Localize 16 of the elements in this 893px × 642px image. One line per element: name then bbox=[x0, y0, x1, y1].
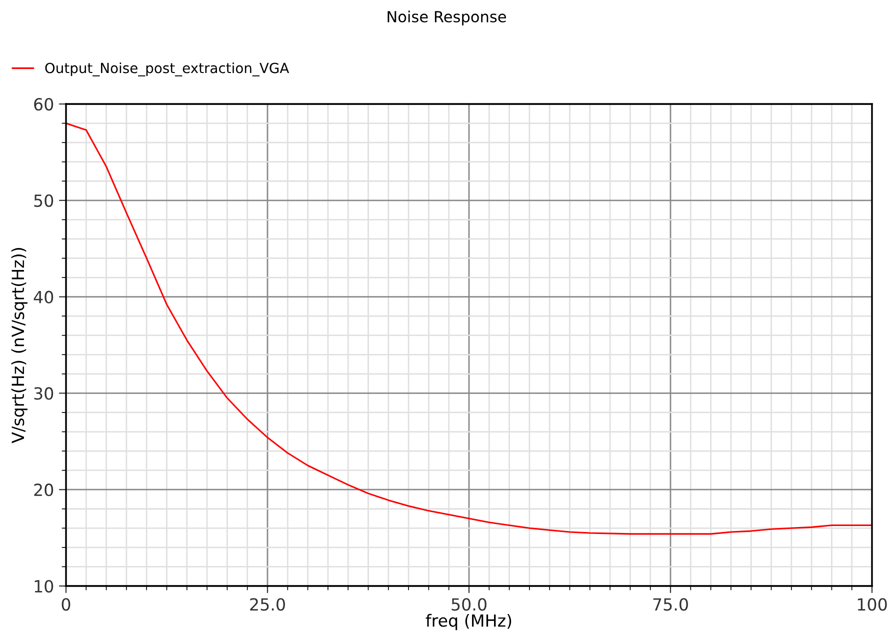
legend-label: Output_Noise_post_extraction_VGA bbox=[45, 62, 290, 76]
y-tick-label: 60 bbox=[34, 98, 54, 111]
y-tick-label: 50 bbox=[34, 194, 54, 207]
y-tick-label: 20 bbox=[34, 484, 54, 496]
x-tick-label: 25.0 bbox=[250, 598, 285, 611]
y-tick-label: 40 bbox=[34, 290, 54, 304]
y-tick-label: 10 bbox=[34, 580, 54, 593]
y-axis-title: V/sqrt(Hz) (nV/sqrt(Hz)) bbox=[11, 248, 28, 444]
y-tick-label: 30 bbox=[34, 387, 54, 400]
x-tick-label: 50.0 bbox=[452, 598, 486, 611]
line-series bbox=[66, 122, 872, 535]
x-tick-label: 100 bbox=[858, 598, 887, 611]
chart-title: Noise Response bbox=[388, 10, 506, 26]
x-tick-label: 75.0 bbox=[653, 598, 688, 611]
x-tick-label: 0 bbox=[62, 598, 70, 611]
x-axis-title: freq (MHz) bbox=[426, 614, 512, 630]
